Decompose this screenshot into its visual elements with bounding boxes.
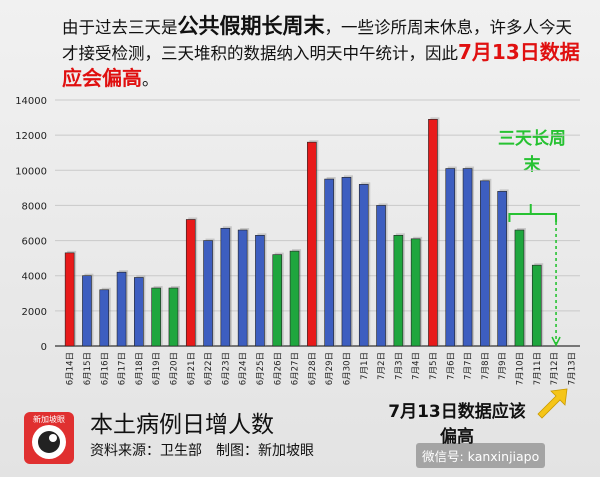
logo-text: 新加坡眼 [33,414,65,424]
bar [203,240,213,347]
note-red-highlight: 7月13日数据应会偏高 [62,40,580,90]
bar [428,119,438,347]
callout-arrow-icon [537,388,568,419]
bar [82,275,92,347]
bar [237,229,248,347]
bar [220,227,231,347]
x-tick-label: 6月17日 [118,352,128,385]
note-highlight: 公共假期长周末 [177,14,325,38]
x-tick-label: 6月15日 [83,352,93,385]
wechat-watermark: 微信号: kanxinjiapo [416,443,546,468]
x-tick-label: 7月1日 [360,352,370,380]
x-tick-label: 7月12日 [550,352,560,385]
x-tick-label: 6月25日 [256,352,266,385]
y-tick-label: 10000 [15,166,47,177]
y-tick-label: 0 [41,342,47,353]
x-tick-label: 7月13日 [567,352,577,385]
bar [151,287,161,347]
bar [99,289,110,347]
bar [531,264,542,347]
x-tick-label: 7月3日 [394,352,404,380]
x-tick-label: 7月2日 [377,352,387,380]
x-tick-label: 6月21日 [187,352,197,385]
x-tick-label: 6月18日 [135,352,145,385]
x-tick-label: 7月5日 [429,352,439,380]
bar [462,168,473,347]
bar [272,254,283,347]
y-tick-label: 4000 [22,272,47,283]
note-part1: 由于过去三天是 [62,18,178,37]
bar [168,287,179,347]
bar [185,219,196,347]
x-tick-label: 6月20日 [169,352,179,385]
x-tick-label: 7月6日 [446,352,456,380]
x-tick-label: 6月22日 [204,352,214,385]
bar [289,250,300,347]
bar [393,235,404,347]
bar [514,229,525,347]
x-tick-label: 6月29日 [325,352,335,385]
bar [497,191,507,347]
y-tick-label: 14000 [15,96,47,107]
bar [255,235,265,347]
x-tick-label: 6月23日 [221,352,231,385]
bar [324,178,334,347]
bar [376,205,386,347]
x-tick-label: 6月26日 [273,352,283,385]
source-credit: 资料来源：卫生部 制图：新加坡眼 [90,443,314,459]
weekend-arrowhead [551,336,561,347]
weekend-bracket [508,213,558,222]
bar [307,141,317,347]
x-tick-label: 6月28日 [308,352,318,385]
bar [341,177,352,347]
x-tick-label: 6月27日 [291,352,301,385]
x-tick-label: 7月11日 [533,352,543,385]
x-tick-label: 7月4日 [412,352,422,380]
note-part5: 。 [142,70,159,89]
callout-text: 7月13日数据应该偏高 [388,402,526,447]
x-tick-label: 7月10日 [515,352,525,385]
x-tick-label: 6月14日 [66,352,76,385]
y-tick-label: 12000 [15,131,47,142]
y-tick-label: 8000 [22,201,47,212]
bar [410,238,421,347]
x-tick-label: 6月19日 [152,352,162,385]
bar [64,252,75,347]
chart-title: 本土病例日增人数 [90,412,274,438]
x-tick-label: 6月24日 [239,352,249,385]
bar [134,277,144,347]
note-part3: ，一些诊所周末休息，许多人今天才接受检测，三天堆积的数据纳入明天中午统计，因此 [62,18,572,63]
bar [480,180,490,347]
x-tick-label: 7月7日 [464,352,474,380]
headline-note: 由于过去三天是公共假期长周末，一些诊所周末休息，许多人今天才接受检测，三天堆积的… [62,14,582,92]
x-tick-label: 7月8日 [481,352,491,380]
x-tick-label: 7月9日 [498,352,508,380]
bar [116,271,127,347]
x-tick-label: 6月16日 [100,352,110,385]
bar [445,168,456,347]
logo-icon: 新加坡眼 [24,412,74,464]
x-tick-label: 6月30日 [342,352,352,385]
bar [358,184,369,347]
y-tick-label: 2000 [22,307,47,318]
y-tick-label: 6000 [22,237,47,248]
